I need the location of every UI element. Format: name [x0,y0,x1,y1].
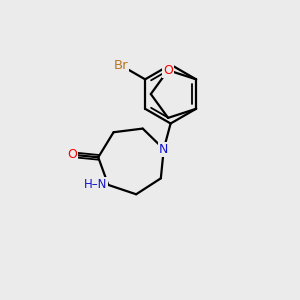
Text: H–N: H–N [83,178,107,191]
Text: O: O [163,64,173,77]
Text: O: O [68,148,77,161]
Text: N: N [159,142,168,156]
Text: Br: Br [114,59,128,72]
